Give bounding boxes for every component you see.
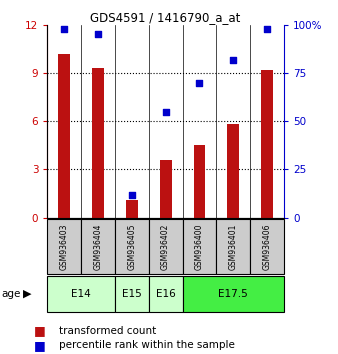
Point — [231, 57, 236, 62]
Bar — [92, 68, 104, 218]
Bar — [81, 219, 115, 274]
Bar — [126, 200, 138, 218]
Text: GSM936406: GSM936406 — [263, 224, 271, 270]
Bar — [194, 145, 206, 218]
Text: ▶: ▶ — [23, 289, 31, 299]
Text: age: age — [2, 289, 21, 299]
Bar — [160, 160, 172, 218]
Text: GSM936405: GSM936405 — [127, 224, 136, 270]
Point — [197, 80, 202, 85]
Bar — [115, 276, 149, 312]
Bar — [183, 276, 284, 312]
Point — [95, 32, 101, 37]
Text: E15: E15 — [122, 289, 142, 299]
Bar — [216, 219, 250, 274]
Point — [163, 109, 168, 114]
Point — [129, 192, 135, 198]
Text: ■: ■ — [34, 325, 46, 337]
Text: E17.5: E17.5 — [218, 289, 248, 299]
Bar — [115, 219, 149, 274]
Bar — [47, 276, 115, 312]
Bar — [250, 219, 284, 274]
Bar — [261, 70, 273, 218]
Bar — [227, 125, 239, 218]
Text: GSM936402: GSM936402 — [161, 224, 170, 270]
Text: GSM936400: GSM936400 — [195, 224, 204, 270]
Text: percentile rank within the sample: percentile rank within the sample — [59, 340, 235, 350]
Bar — [47, 219, 81, 274]
Bar — [58, 54, 70, 218]
Text: transformed count: transformed count — [59, 326, 156, 336]
Text: GSM936404: GSM936404 — [94, 224, 102, 270]
Bar — [149, 276, 183, 312]
Point — [62, 26, 67, 32]
Text: E14: E14 — [71, 289, 91, 299]
Text: GSM936401: GSM936401 — [229, 224, 238, 270]
Text: GSM936403: GSM936403 — [60, 224, 69, 270]
Point — [264, 26, 270, 32]
Text: ■: ■ — [34, 339, 46, 352]
Bar — [183, 219, 216, 274]
Bar — [149, 219, 183, 274]
Title: GDS4591 / 1416790_a_at: GDS4591 / 1416790_a_at — [91, 11, 241, 24]
Text: E16: E16 — [156, 289, 175, 299]
